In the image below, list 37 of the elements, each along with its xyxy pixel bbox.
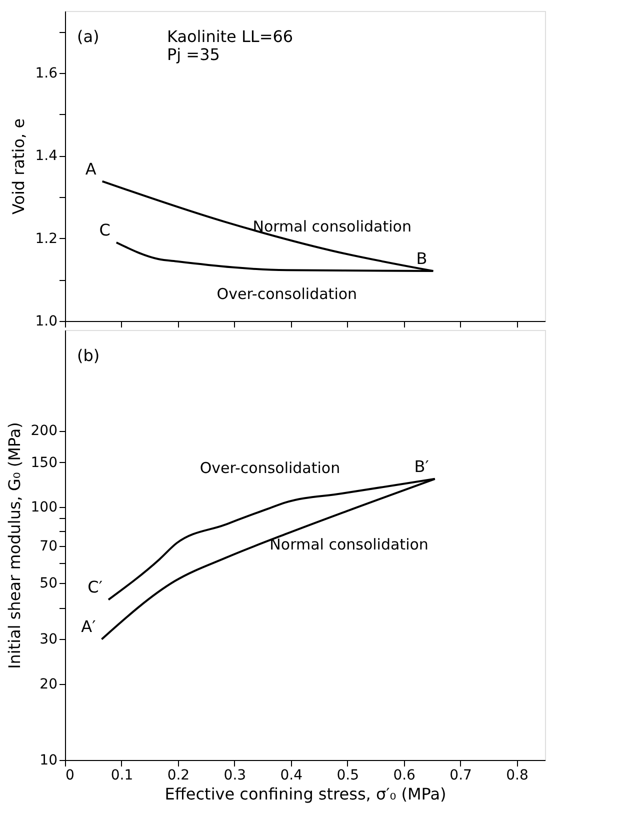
series-label: Over-consolidation bbox=[200, 459, 340, 478]
y-tick-label: 50 bbox=[40, 576, 58, 592]
y-tick-label: 70 bbox=[40, 538, 58, 555]
annotation: Kaolinite LL=66 Pj =35 bbox=[167, 27, 294, 64]
annotation: (a) bbox=[77, 27, 100, 46]
y-axis-title: Initial shear modulus, G₀ (MPa) bbox=[4, 422, 24, 669]
x-tick-label: 0.3 bbox=[224, 768, 246, 784]
x-tick-label: 0.5 bbox=[336, 768, 359, 784]
x-tick-label: 0.6 bbox=[393, 768, 416, 784]
series-label: Normal consolidation bbox=[270, 535, 428, 554]
y-tick-label: 1.4 bbox=[35, 148, 58, 164]
y-tick-label: 100 bbox=[30, 499, 58, 516]
y-tick-label: 1.0 bbox=[35, 314, 58, 330]
x-tick-label: 0 bbox=[66, 768, 74, 784]
annotation: B bbox=[416, 248, 428, 268]
x-tick-label: 0.1 bbox=[110, 768, 134, 784]
x-tick-label: 0.4 bbox=[280, 768, 303, 784]
x-axis-title: Effective confining stress, σ′₀ (MPa) bbox=[164, 784, 446, 804]
x-tick-label: 0.8 bbox=[506, 768, 528, 784]
annotation: A′ bbox=[81, 617, 96, 636]
series-label: Normal consolidation bbox=[252, 218, 412, 236]
y-tick-label: 20 bbox=[40, 676, 58, 692]
y-tick-label: 10 bbox=[40, 752, 58, 768]
y-tick-label: 1.2 bbox=[35, 230, 58, 247]
series-label: Over-consolidation bbox=[216, 285, 358, 304]
y-tick-label: 1.6 bbox=[35, 66, 58, 82]
y-tick-label: 30 bbox=[40, 632, 58, 648]
annotation: (b) bbox=[77, 346, 100, 365]
x-tick-label: 0.7 bbox=[450, 768, 472, 784]
annotation: C′ bbox=[88, 578, 103, 597]
x-tick-label: 0.2 bbox=[167, 768, 190, 784]
y-tick-label: 150 bbox=[30, 454, 58, 471]
annotation: C bbox=[99, 220, 110, 240]
annotation: A bbox=[85, 159, 96, 178]
y-axis-title: Void ratio, e bbox=[9, 118, 28, 215]
annotation: B′ bbox=[414, 456, 430, 476]
y-tick-label: 200 bbox=[30, 423, 58, 440]
